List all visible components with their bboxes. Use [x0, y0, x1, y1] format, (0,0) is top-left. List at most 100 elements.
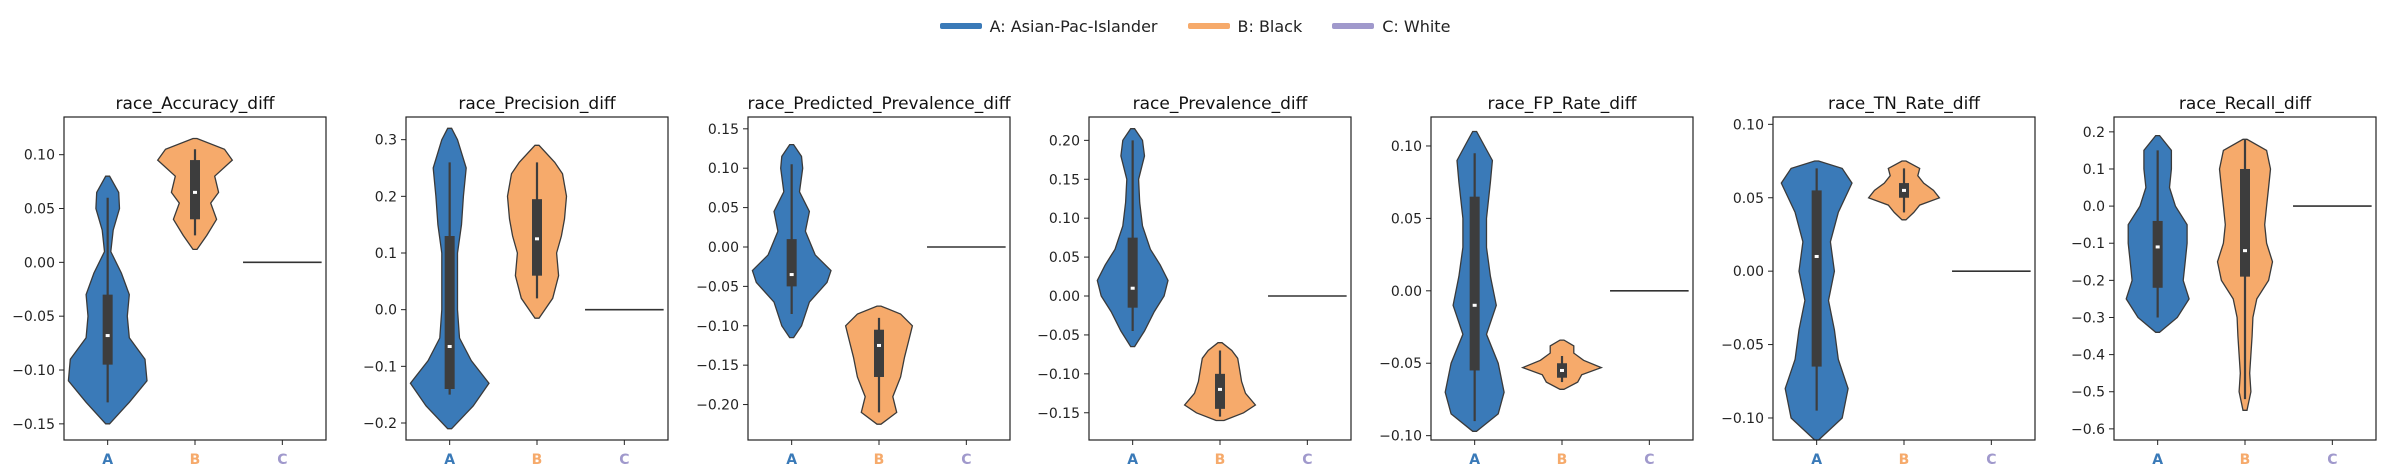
- violin-a-iqr: [1127, 237, 1138, 308]
- chart-title: race_FP_Rate_diff: [1488, 94, 1638, 114]
- y-tick-label: −0.05: [696, 279, 739, 295]
- violin-b-median: [2243, 249, 2247, 253]
- x-tick-label-c: C: [2327, 452, 2337, 468]
- y-tick-label: 0.10: [1049, 211, 1080, 227]
- y-tick-label: −0.6: [2071, 422, 2105, 438]
- y-tick-label: −0.05: [12, 309, 55, 325]
- y-tick-label: 0.2: [2083, 125, 2105, 141]
- y-tick-label: 0.05: [24, 202, 55, 218]
- y-tick-label: 0.00: [708, 240, 739, 256]
- y-tick-label: −0.05: [1037, 328, 1080, 344]
- x-tick-label-c: C: [1986, 452, 1996, 468]
- violin-a-median: [105, 334, 110, 338]
- x-tick-label-a: A: [1811, 452, 1822, 468]
- y-tick-label: −0.5: [2071, 385, 2105, 401]
- y-tick-label: −0.1: [2071, 236, 2105, 252]
- violin-a-median: [2155, 245, 2160, 249]
- x-tick-label-a: A: [2152, 452, 2163, 468]
- violin-a-iqr: [786, 239, 797, 287]
- y-tick-label: −0.15: [696, 358, 739, 374]
- chart-panel-4: race_Prevalence_diff −0.15 −0.10 −0.05 0.00 0…: [1037, 94, 1352, 468]
- y-tick-label: −0.3: [2071, 310, 2105, 326]
- chart-title: race_Predicted_Prevalence_diff: [747, 94, 1011, 114]
- x-tick-label-b: B: [2240, 452, 2251, 468]
- y-tick-label: 0.05: [1049, 250, 1080, 266]
- x-tick-label-b: B: [1557, 452, 1568, 468]
- y-tick-label: 0.10: [1391, 139, 1422, 155]
- legend-label-b: B: Black: [1237, 16, 1303, 36]
- y-tick-label: 0.05: [1733, 191, 1764, 207]
- legend-item-a: A: Asian-Pac-Islander: [939, 16, 1158, 36]
- y-tick-label: 0.1: [2083, 162, 2105, 178]
- y-tick-label: 0.00: [24, 255, 55, 271]
- y-tick-label: −0.05: [1379, 356, 1422, 372]
- legend-item-b: B: Black: [1187, 16, 1303, 36]
- y-tick-label: 0.0: [375, 303, 397, 319]
- y-tick-label: −0.20: [696, 398, 739, 414]
- violin-b-iqr: [874, 329, 884, 377]
- legend-swatch-c: [1332, 23, 1375, 29]
- y-tick-label: 0.05: [708, 201, 739, 217]
- y-tick-label: −0.10: [696, 319, 739, 335]
- y-tick-label: 0.2: [375, 189, 397, 205]
- x-tick-label-a: A: [1469, 452, 1480, 468]
- x-tick-label-b: B: [1215, 452, 1226, 468]
- violin-b-median: [193, 190, 197, 194]
- violin-b-median: [877, 343, 881, 347]
- y-tick-label: 0.1: [375, 246, 397, 262]
- violin-a-iqr: [1469, 196, 1480, 371]
- x-tick-label-b: B: [1899, 452, 1910, 468]
- legend-item-c: C: White: [1332, 17, 1450, 36]
- violin-a-iqr: [102, 294, 113, 365]
- chart-title: race_Recall_diff: [2179, 94, 2312, 114]
- chart-panel-3: race_Predicted_Prevalence_diff −0.20 −0.15…: [696, 94, 1012, 468]
- violin-a-median: [447, 345, 452, 348]
- violin-b-iqr: [1215, 373, 1225, 409]
- x-tick-label-c: C: [619, 452, 629, 468]
- y-tick-label: −0.2: [2071, 273, 2105, 289]
- y-tick-label: −0.10: [1037, 367, 1080, 383]
- x-tick-label-b: B: [532, 452, 543, 468]
- y-tick-label: 0.20: [1049, 133, 1080, 149]
- y-tick-label: 0.3: [375, 133, 397, 149]
- y-tick-label: −0.10: [1721, 411, 1764, 427]
- y-tick-label: 0.05: [1391, 211, 1422, 227]
- y-tick-label: 0.00: [1733, 264, 1764, 280]
- violin-b-iqr: [2240, 168, 2250, 277]
- chart-panel-6: race_TN_Rate_diff −0.10 −0.05 0.00 0.05 0.10 A…: [1721, 94, 2036, 468]
- chart-panel-5: race_FP_Rate_diff −0.10 −0.05 0.00 0.05 0.10 A…: [1379, 94, 1694, 468]
- legend-label-c: C: White: [1382, 16, 1451, 36]
- violin-b-median: [1560, 368, 1564, 372]
- y-tick-label: −0.05: [1721, 338, 1764, 354]
- legend: A: Asian-Pac-Islander B: Black C: White: [0, 14, 2390, 38]
- y-tick-label: −0.10: [1379, 429, 1422, 445]
- x-tick-label-a: A: [102, 452, 113, 468]
- y-tick-label: 0.15: [708, 122, 739, 138]
- violin-a-median: [1472, 303, 1477, 307]
- y-tick-label: −0.1: [363, 359, 397, 375]
- y-tick-label: −0.15: [1037, 406, 1080, 422]
- y-tick-label: 0.15: [1049, 172, 1080, 188]
- x-tick-label-b: B: [874, 452, 885, 468]
- chart-panel-7: race_Recall_diff −0.6 −0.5 −0.4 −0.3 −0.2 −0.1…: [2071, 94, 2377, 468]
- violin-a-median: [789, 273, 794, 277]
- y-tick-label: 0.0: [2083, 199, 2105, 215]
- legend-label-a: A: Asian-Pac-Islander: [989, 16, 1158, 36]
- y-tick-label: 0.00: [1391, 284, 1422, 300]
- x-tick-label-a: A: [444, 452, 455, 468]
- y-tick-label: 0.00: [1049, 289, 1080, 305]
- chart-title: race_Accuracy_diff: [115, 94, 275, 114]
- y-tick-label: 0.10: [708, 161, 739, 177]
- y-tick-label: −0.15: [12, 417, 55, 433]
- x-tick-label-a: A: [786, 452, 797, 468]
- chart-title: race_Precision_diff: [458, 94, 617, 114]
- chart-panel-1: race_Accuracy_diff −0.15 −0.10 −0.05 0.00 0.0…: [12, 94, 327, 468]
- x-tick-label-c: C: [1302, 452, 1312, 468]
- legend-swatch-b: [1187, 23, 1230, 29]
- x-tick-label-c: C: [277, 452, 287, 468]
- chart-title: race_TN_Rate_diff: [1828, 94, 1981, 114]
- violin-a-iqr: [1811, 190, 1822, 367]
- violin-a-median: [1130, 286, 1135, 290]
- y-tick-label: −0.2: [363, 416, 397, 432]
